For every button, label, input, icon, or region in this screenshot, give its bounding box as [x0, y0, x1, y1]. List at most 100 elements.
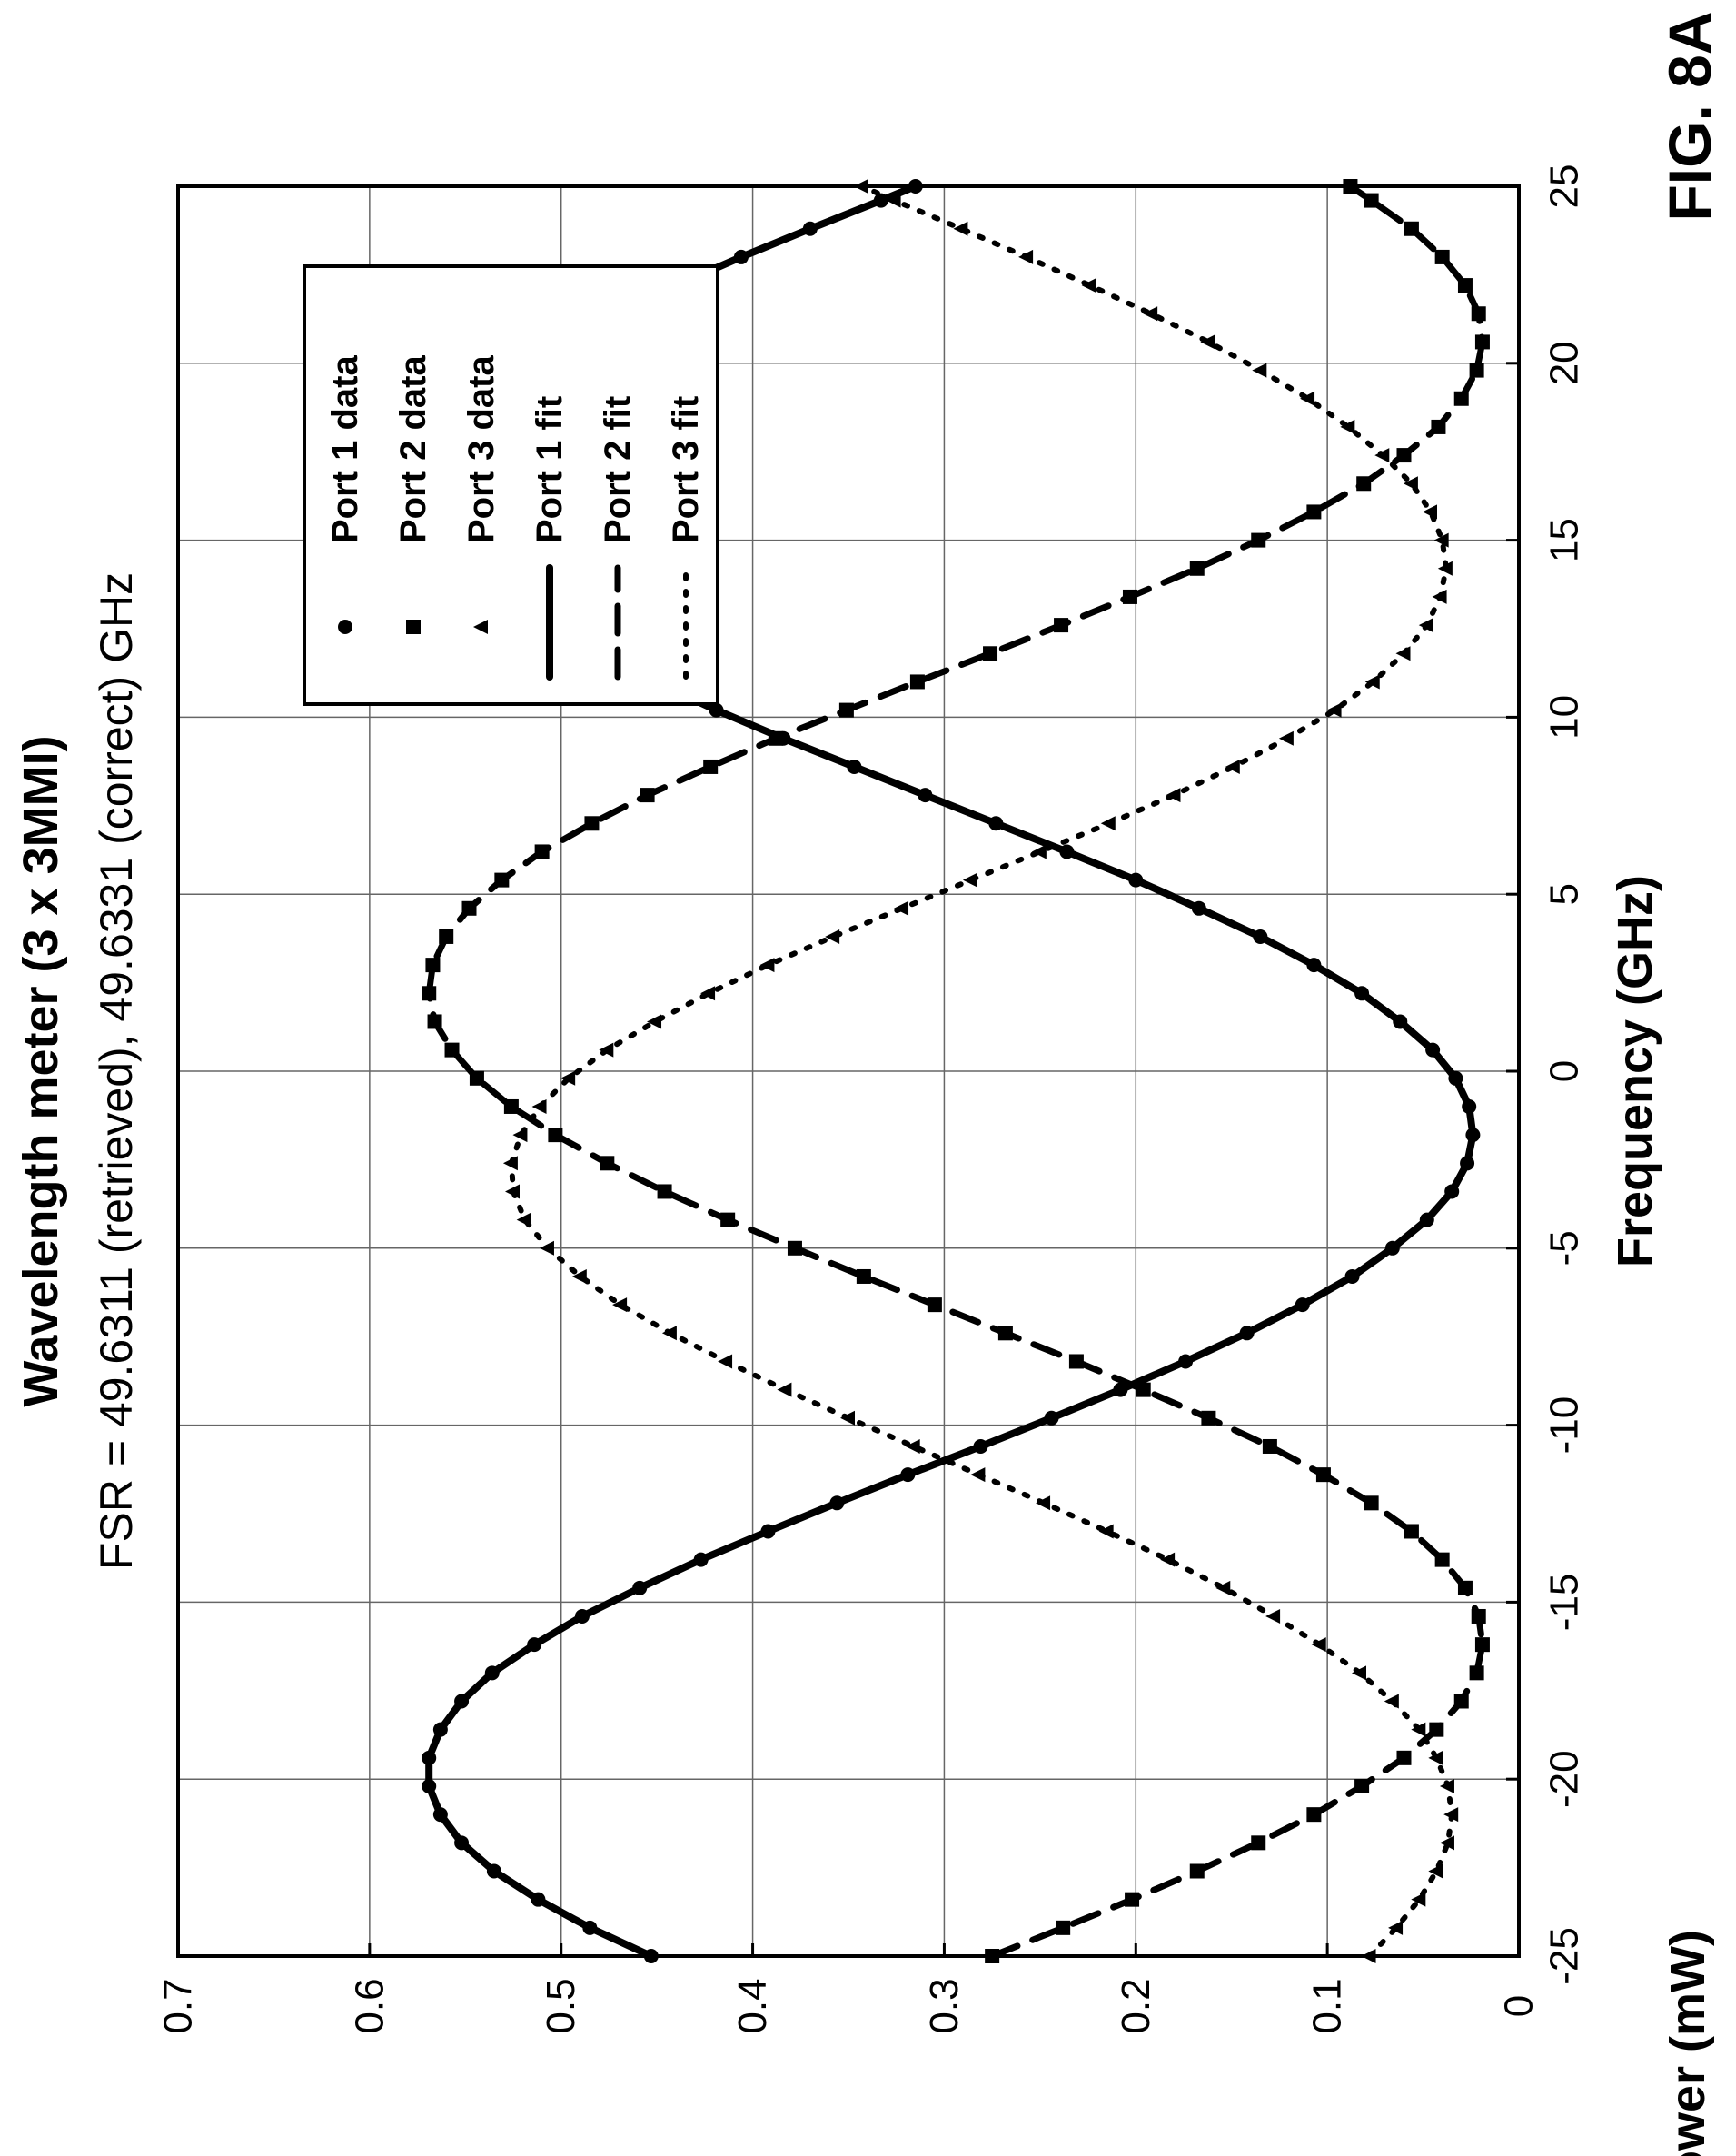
data-point-port-3	[647, 1014, 662, 1029]
data-point-port-3	[505, 1184, 520, 1199]
data-point-port-2	[422, 986, 437, 1001]
data-point-port-1	[760, 1524, 776, 1539]
x-tick-label: -5	[1543, 1230, 1587, 1266]
data-point-port-2	[657, 1184, 672, 1199]
data-point-port-2	[1054, 618, 1069, 633]
data-point-port-1	[432, 1807, 448, 1823]
data-point-port-2	[768, 730, 783, 746]
data-point-port-1	[422, 1750, 437, 1765]
data-point-port-2	[997, 1326, 1013, 1341]
data-point-port-3	[1428, 1863, 1443, 1879]
legend-label: Port 2 data	[393, 355, 433, 543]
data-point-port-2	[838, 702, 854, 718]
x-tick-label: -20	[1543, 1750, 1587, 1808]
x-tick-label: -25	[1543, 1927, 1587, 1985]
data-point-port-2	[439, 929, 454, 944]
data-point-port-2	[1056, 1920, 1071, 1935]
data-point-port-2	[584, 816, 600, 831]
data-point-port-2	[1469, 1665, 1484, 1681]
figure-label: FIG. 8A	[1656, 11, 1723, 221]
data-point-port-1	[1465, 1128, 1481, 1143]
y-tick-label: 0.4	[730, 1978, 775, 2033]
data-point-port-3	[1411, 1892, 1426, 1907]
data-point-port-3	[825, 929, 840, 944]
data-point-port-3	[970, 1467, 986, 1483]
series-line-port-3-fit	[508, 184, 1455, 1959]
data-point-port-1	[1128, 872, 1144, 888]
data-point-port-1	[454, 1694, 470, 1709]
x-tick-label: 20	[1543, 341, 1587, 385]
legend-marker-square	[406, 620, 421, 634]
data-point-port-2	[927, 1297, 942, 1313]
data-point-port-1	[1448, 1070, 1463, 1086]
grid	[178, 186, 1519, 1956]
data-point-port-1	[988, 816, 1004, 831]
data-point-port-2	[1474, 1637, 1490, 1653]
y-tick-label: 0.3	[922, 1978, 967, 2033]
data-point-port-1	[693, 1552, 709, 1567]
data-point-port-3	[894, 900, 909, 916]
data-point-port-3	[1411, 1722, 1426, 1737]
data-point-port-2	[720, 1212, 736, 1227]
data-point-port-1	[1393, 1014, 1408, 1029]
y-tick-label: 0.1	[1305, 1978, 1350, 2033]
data-point-port-2	[703, 759, 719, 774]
data-point-port-2	[600, 1156, 615, 1171]
data-point-port-2	[1404, 221, 1419, 236]
data-point-port-3	[1200, 334, 1215, 350]
data-point-port-3	[1160, 1552, 1176, 1567]
data-point-port-3	[1443, 1807, 1459, 1823]
data-point-port-2	[1306, 504, 1322, 520]
data-point-port-3	[953, 221, 968, 236]
data-point-port-3	[905, 1438, 920, 1454]
data-point-port-2	[1396, 448, 1412, 463]
data-point-port-2	[494, 872, 510, 888]
data-point-port-3	[759, 958, 775, 973]
data-point-port-3	[1437, 561, 1453, 576]
data-point-port-1	[847, 759, 862, 774]
data-point-port-2	[1315, 1467, 1331, 1483]
data-point-port-3	[539, 1240, 554, 1256]
data-point-port-2	[1189, 561, 1205, 576]
data-point-port-1	[1295, 1297, 1310, 1313]
data-point-port-2	[1431, 419, 1446, 434]
data-point-port-2	[787, 1240, 802, 1256]
data-point-port-2	[1457, 1580, 1473, 1595]
data-point-port-1	[802, 221, 818, 236]
data-point-port-3	[1364, 674, 1380, 690]
data-point-port-3	[599, 1042, 614, 1058]
data-point-port-3	[661, 1326, 677, 1341]
y-tick-label: 0.2	[1114, 1978, 1158, 2033]
legend: Port 1 data Port 2 data Port 3 data Port 1 …	[303, 264, 719, 706]
data-point-port-3	[516, 1212, 531, 1227]
data-point-port-1	[1344, 1268, 1360, 1284]
x-tick-label: -10	[1543, 1396, 1587, 1455]
data-point-port-3	[962, 872, 977, 888]
data-point-port-2	[503, 1098, 519, 1114]
data-point-port-2	[1429, 1722, 1444, 1737]
data-point-port-1	[422, 1778, 437, 1793]
data-point-port-3	[1311, 1637, 1326, 1653]
data-point-port-3	[1265, 1608, 1281, 1624]
data-point-port-2	[461, 900, 477, 916]
data-point-port-1	[1191, 900, 1206, 916]
data-point-port-2	[1201, 1410, 1216, 1426]
data-point-port-1	[632, 1580, 648, 1595]
data-point-port-3	[1403, 476, 1418, 492]
chart-title: Wavelength meter (3 x 3MMI)	[14, 735, 68, 1406]
data-point-port-3	[700, 986, 716, 1001]
legend-label: Port 3 data	[461, 355, 501, 543]
data-point-port-2	[1364, 193, 1379, 208]
data-point-port-2	[469, 1070, 484, 1086]
data-point-port-3	[1388, 1920, 1404, 1935]
data-point-port-3	[1252, 363, 1267, 378]
chart-subtitle: FSR = 49.6311 (retrieved), 49.6331 (corr…	[91, 572, 142, 1570]
data-point-port-3	[1018, 249, 1034, 264]
data-point-port-3	[1395, 646, 1411, 661]
data-point-port-3	[1166, 788, 1181, 803]
data-point-port-1	[900, 1467, 916, 1483]
data-point-port-1	[873, 193, 888, 208]
data-point-port-3	[1439, 1778, 1454, 1793]
legend-label: Port 2 fit	[598, 396, 638, 543]
data-point-port-2	[856, 1268, 871, 1284]
